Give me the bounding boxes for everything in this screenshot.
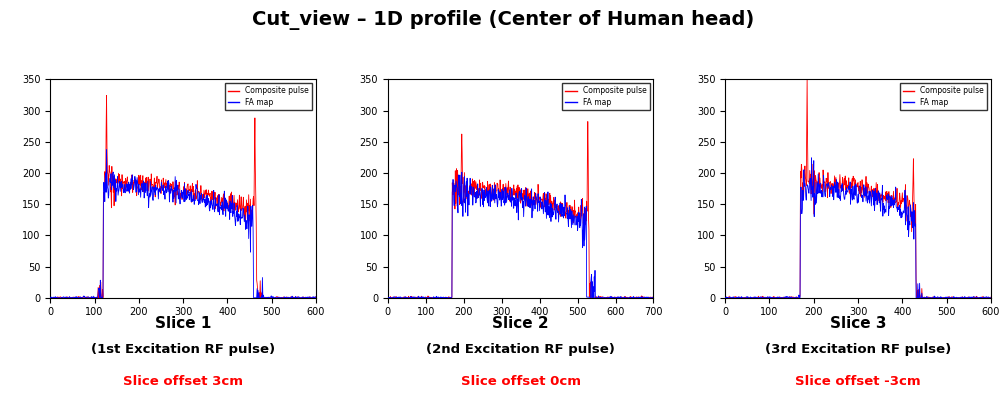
Legend: Composite pulse, FA map: Composite pulse, FA map	[224, 83, 312, 110]
Text: Cut_view – 1D profile (Center of Human head): Cut_view – 1D profile (Center of Human h…	[252, 10, 754, 30]
Text: Slice 1: Slice 1	[155, 316, 211, 331]
Text: (3rd Excitation RF pulse): (3rd Excitation RF pulse)	[765, 343, 952, 357]
Text: Slice offset 3cm: Slice offset 3cm	[123, 375, 243, 388]
Text: Slice offset 0cm: Slice offset 0cm	[461, 375, 580, 388]
Text: (2nd Excitation RF pulse): (2nd Excitation RF pulse)	[427, 343, 615, 357]
Text: Slice 3: Slice 3	[830, 316, 886, 331]
Text: Slice offset -3cm: Slice offset -3cm	[795, 375, 920, 388]
Text: (1st Excitation RF pulse): (1st Excitation RF pulse)	[92, 343, 276, 357]
Legend: Composite pulse, FA map: Composite pulse, FA map	[899, 83, 987, 110]
Legend: Composite pulse, FA map: Composite pulse, FA map	[562, 83, 650, 110]
Text: Slice 2: Slice 2	[492, 316, 549, 331]
